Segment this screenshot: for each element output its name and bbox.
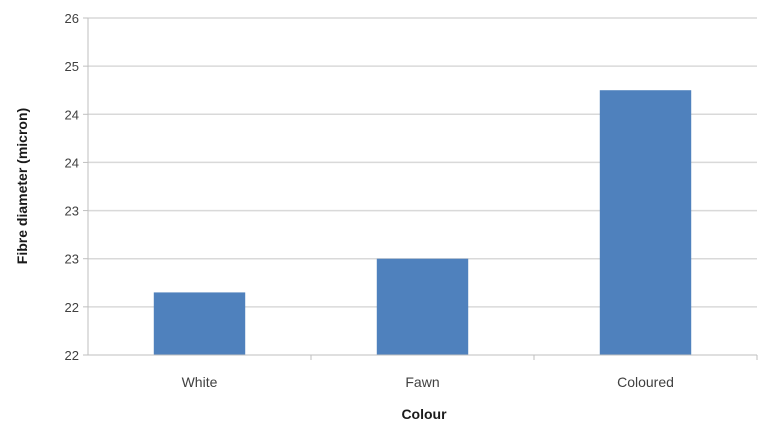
y-tick-label: 22 — [65, 348, 79, 363]
bar-fawn — [376, 258, 469, 355]
y-axis-title: Fibre diameter (micron) — [14, 108, 30, 264]
bars — [153, 90, 692, 355]
x-tick-labels: White Fawn Coloured — [182, 374, 674, 390]
x-tick-label: Coloured — [617, 374, 674, 390]
y-tick-labels: 22 22 23 23 24 24 25 26 — [65, 11, 79, 363]
y-tick-label: 24 — [65, 155, 79, 170]
x-tick-label: Fawn — [405, 374, 439, 390]
bar-white — [153, 292, 246, 355]
gridlines — [88, 17, 757, 308]
x-tick-label: White — [182, 374, 218, 390]
y-tick-label: 23 — [65, 204, 79, 219]
y-tick-label: 24 — [65, 107, 79, 122]
y-tick-label: 23 — [65, 252, 79, 267]
y-tick-label: 22 — [65, 300, 79, 315]
y-tick-label: 25 — [65, 59, 79, 74]
axes — [83, 17, 758, 360]
x-axis-title: Colour — [401, 406, 447, 422]
bar-coloured — [599, 90, 692, 355]
y-tick-label: 26 — [65, 11, 79, 26]
